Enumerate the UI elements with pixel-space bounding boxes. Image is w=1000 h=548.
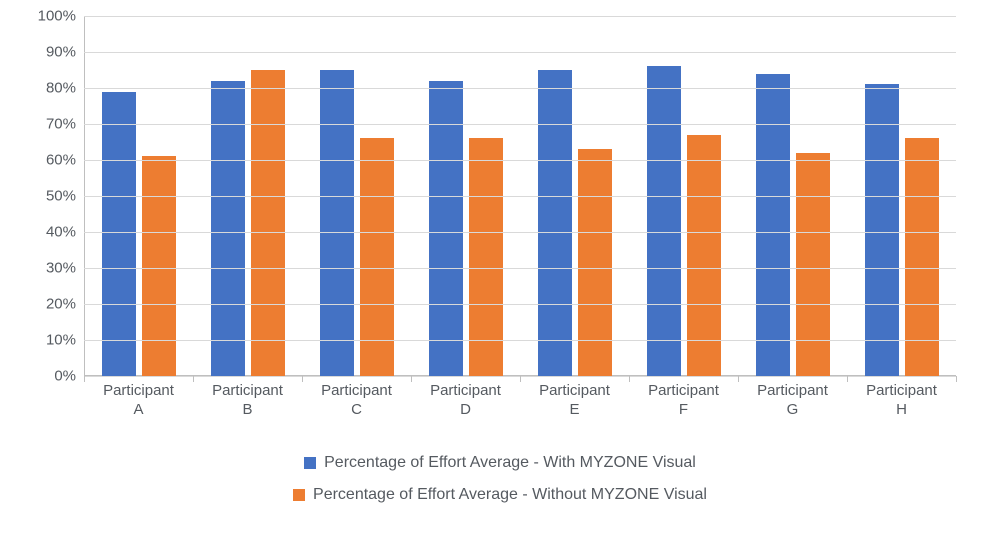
y-tick-label: 100%	[24, 8, 76, 25]
x-tick-label: ParticipantD	[411, 382, 520, 420]
x-tick-label-line1: Participant	[411, 382, 520, 401]
x-tick-mark	[738, 376, 739, 382]
x-tick-label: ParticipantE	[520, 382, 629, 420]
legend-swatch	[304, 457, 316, 469]
bar	[102, 92, 136, 376]
legend-label: Percentage of Effort Average - Without M…	[313, 486, 707, 504]
legend-swatch	[293, 489, 305, 501]
y-tick-label: 10%	[24, 332, 76, 349]
bar	[538, 70, 572, 376]
bar	[211, 81, 245, 376]
x-tick-label-line2: F	[629, 401, 738, 420]
gridline	[84, 304, 956, 305]
x-tick-label-line1: Participant	[302, 382, 411, 401]
bar	[796, 153, 830, 376]
x-tick-label-line1: Participant	[520, 382, 629, 401]
gridline	[84, 52, 956, 53]
x-tick-mark	[411, 376, 412, 382]
bar	[320, 70, 354, 376]
gridline	[84, 196, 956, 197]
x-tick-label: ParticipantA	[84, 382, 193, 420]
plot-area: ParticipantAParticipantBParticipantCPart…	[24, 16, 976, 436]
x-tick-label: ParticipantC	[302, 382, 411, 420]
x-tick-label-line2: E	[520, 401, 629, 420]
gridline	[84, 124, 956, 125]
x-tick-mark	[956, 376, 957, 382]
legend-item: Percentage of Effort Average - Without M…	[293, 486, 707, 504]
y-tick-label: 60%	[24, 152, 76, 169]
bar	[647, 66, 681, 376]
x-tick-label-line1: Participant	[738, 382, 847, 401]
x-tick-label-line2: G	[738, 401, 847, 420]
bar	[578, 149, 612, 376]
x-tick-label-line2: C	[302, 401, 411, 420]
x-tick-label: ParticipantF	[629, 382, 738, 420]
legend: Percentage of Effort Average - With MYZO…	[24, 454, 976, 504]
x-tick-mark	[629, 376, 630, 382]
y-tick-label: 20%	[24, 296, 76, 313]
x-tick-label-line1: Participant	[84, 382, 193, 401]
y-tick-label: 40%	[24, 224, 76, 241]
y-tick-label: 50%	[24, 188, 76, 205]
chart-container: ParticipantAParticipantBParticipantCPart…	[0, 0, 1000, 548]
gridline	[84, 160, 956, 161]
x-tick-label: ParticipantG	[738, 382, 847, 420]
y-tick-label: 30%	[24, 260, 76, 277]
x-tick-label: ParticipantB	[193, 382, 302, 420]
x-tick-label: ParticipantH	[847, 382, 956, 420]
x-tick-label-line2: D	[411, 401, 520, 420]
x-tick-label-line2: A	[84, 401, 193, 420]
gridline	[84, 340, 956, 341]
x-tick-label-line2: B	[193, 401, 302, 420]
x-tick-mark	[193, 376, 194, 382]
gridline	[84, 16, 956, 17]
x-tick-label-line1: Participant	[193, 382, 302, 401]
x-tick-label-line1: Participant	[847, 382, 956, 401]
legend-item: Percentage of Effort Average - With MYZO…	[304, 454, 696, 472]
x-tick-mark	[84, 376, 85, 382]
y-tick-label: 90%	[24, 44, 76, 61]
x-tick-mark	[302, 376, 303, 382]
bar	[865, 84, 899, 376]
y-tick-label: 70%	[24, 116, 76, 133]
x-tick-label-line2: H	[847, 401, 956, 420]
x-labels: ParticipantAParticipantBParticipantCPart…	[84, 382, 956, 420]
y-tick-label: 0%	[24, 368, 76, 385]
x-tick-mark	[847, 376, 848, 382]
gridline	[84, 232, 956, 233]
legend-label: Percentage of Effort Average - With MYZO…	[324, 454, 696, 472]
bar	[142, 156, 176, 376]
bar	[756, 74, 790, 376]
gridline	[84, 268, 956, 269]
bar	[251, 70, 285, 376]
gridline	[84, 88, 956, 89]
axes: ParticipantAParticipantBParticipantCPart…	[84, 16, 956, 376]
bar	[429, 81, 463, 376]
x-tick-label-line1: Participant	[629, 382, 738, 401]
y-tick-label: 80%	[24, 80, 76, 97]
x-tick-mark	[520, 376, 521, 382]
